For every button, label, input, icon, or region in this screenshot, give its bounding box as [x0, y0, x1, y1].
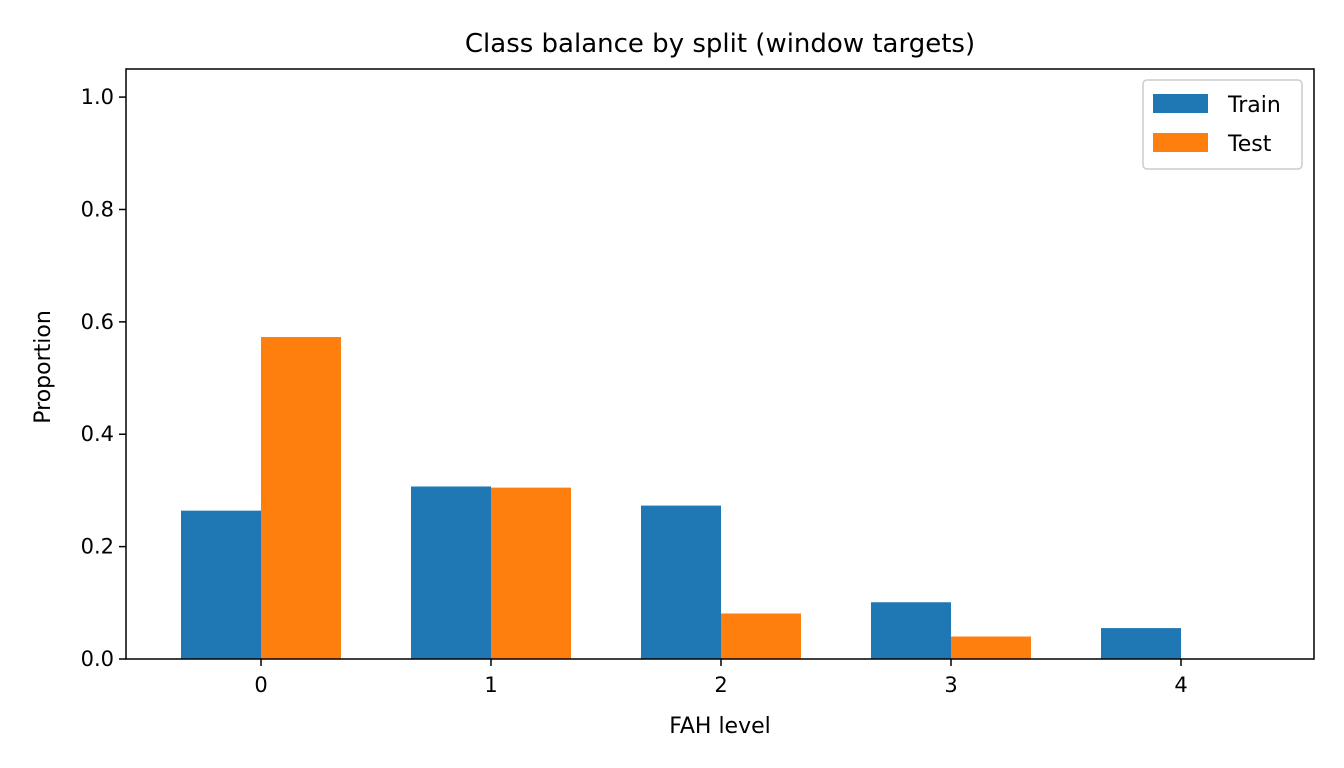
y-tick-label: 1.0: [81, 85, 114, 109]
legend-swatch-test: [1153, 133, 1208, 152]
x-tick-label: 1: [484, 673, 497, 697]
bar-train-2: [641, 505, 721, 659]
plot-frame: [125, 68, 1315, 660]
x-axis-ticks: 0 1 2 3 4: [254, 659, 1188, 697]
bar-test-0: [261, 337, 341, 659]
x-tick-label: 0: [254, 673, 267, 697]
x-tick-label: 4: [1174, 673, 1187, 697]
bar-train-0: [181, 510, 261, 659]
y-tick-label: 0.2: [81, 535, 114, 559]
bar-test-1: [491, 487, 571, 659]
y-axis-ticks: 0.0 0.2 0.4 0.6 0.8 1.0: [81, 85, 126, 671]
y-tick-label: 0.4: [81, 422, 114, 446]
bar-test-3: [951, 636, 1031, 659]
y-axis-label: Proportion: [31, 310, 56, 424]
x-axis-label: FAH level: [669, 714, 771, 739]
legend-label-train: Train: [1227, 93, 1281, 118]
bar-train-4: [1101, 628, 1181, 659]
bar-train-3: [871, 602, 951, 659]
legend: Train Test: [1142, 79, 1303, 170]
bar-test-2: [721, 613, 801, 659]
x-tick-label: 2: [714, 673, 727, 697]
legend-swatch-train: [1153, 94, 1208, 113]
y-tick-label: 0.0: [81, 647, 114, 671]
legend-label-test: Test: [1227, 132, 1272, 157]
bar-train-1: [411, 486, 491, 659]
y-tick-label: 0.6: [81, 310, 114, 334]
y-tick-label: 0.8: [81, 197, 114, 221]
x-tick-label: 3: [944, 673, 957, 697]
chart-title: Class balance by split (window targets): [465, 29, 975, 59]
bars-group: [181, 337, 1181, 659]
